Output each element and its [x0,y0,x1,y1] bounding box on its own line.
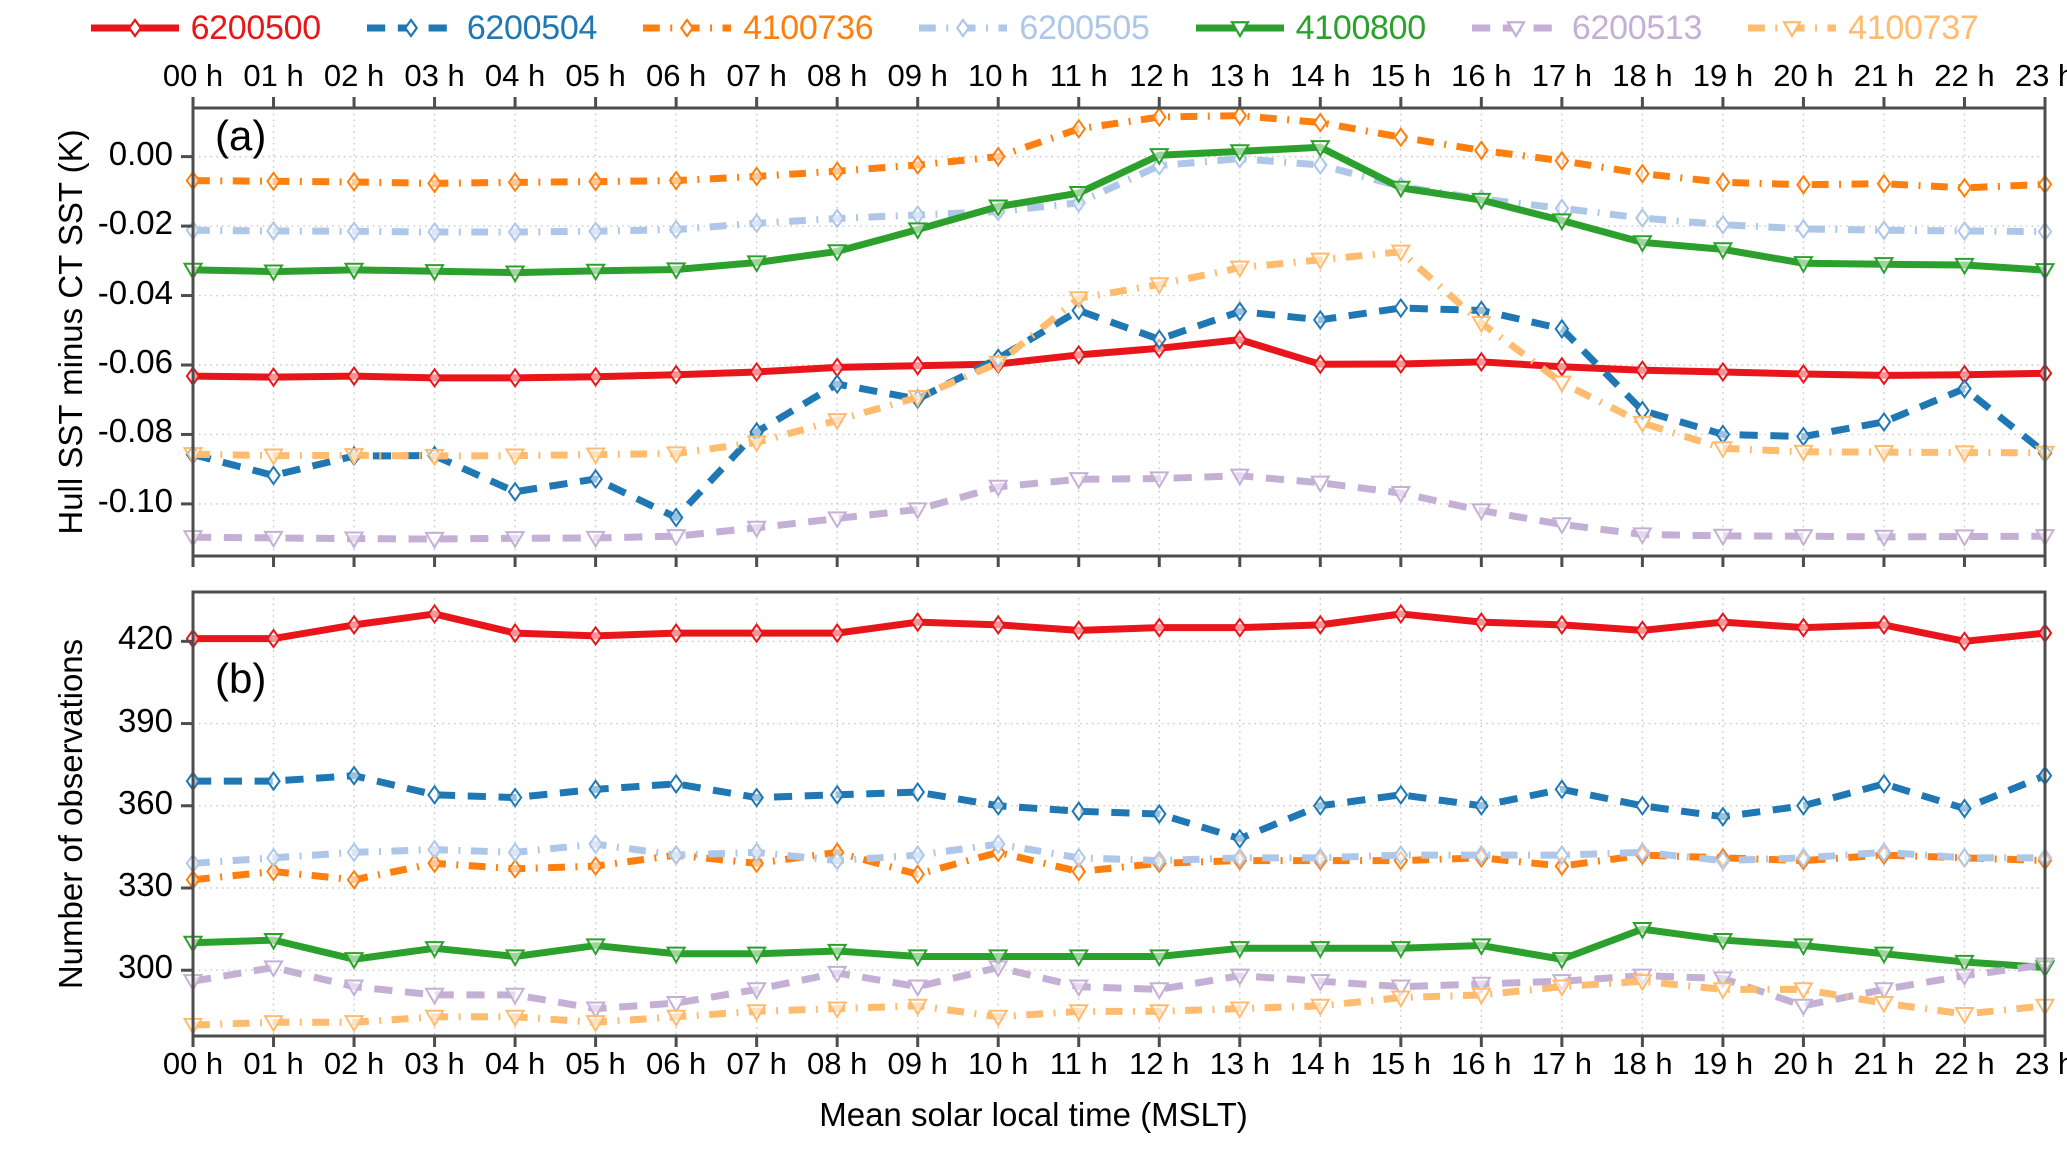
series-4100736 [185,842,2053,890]
x-tick-label: 14 h [1290,1046,1351,1081]
x-tick-label: 00 h [162,1046,224,1081]
y-tick-label: 330 [117,866,173,903]
x-tick-label: 13 h [1209,1046,1270,1081]
x-tick-label: 13 h [1209,58,1270,93]
x-tick-label: 22 h [1934,1046,1995,1081]
y-tick-label: 300 [117,948,173,986]
x-tick-label: 16 h [1451,1046,1512,1081]
x-tick-label: 09 h [887,1046,948,1081]
series-6200504 [185,765,2053,849]
x-tick-label: 18 h [1612,58,1673,93]
legend-swatch-6200513 [1470,15,1562,41]
legend-item-4100800[interactable]: 4100800 [1194,11,1426,45]
legend-label: 4100800 [1295,9,1427,47]
x-tick-label: 11 h [1049,58,1108,93]
legend-label: 4100736 [743,9,874,47]
x-tick-label: 08 h [807,58,868,93]
x-tick-label: 05 h [565,1046,626,1081]
legend-item-4100737[interactable]: 4100737 [1746,9,1979,47]
x-tick-label: 08 h [807,1046,868,1081]
x-tick-label: 18 h [1612,1046,1673,1081]
x-tick-label: 06 h [645,58,707,93]
x-tick-label: 04 h [484,58,546,93]
legend-item-6200513[interactable]: 6200513 [1470,11,1702,45]
legend-swatch-6200504 [365,15,457,41]
legend-swatch-6200500 [89,15,181,41]
x-tick-label: 15 h [1370,58,1431,93]
x-tick-label: 12 h [1129,58,1190,93]
series-6200500 [185,603,2053,652]
x-tick-label: 01 h [243,58,304,93]
legend-swatch-4100737 [1746,15,1838,41]
legend: 6200500 6200504 4100736 6200505 4100800 62005… [0,0,2067,56]
panel-tag: (b) [215,655,267,702]
x-tick-label: 23 h [2014,1046,2067,1081]
y-tick-label: 420 [117,619,173,657]
legend-item-6200500[interactable]: 6200500 [89,11,321,45]
series-6200513 [182,957,2056,1020]
x-tick-label: 17 h [1531,58,1593,93]
x-tick-label: 03 h [404,1046,465,1081]
y-tick-label: -0.04 [97,273,173,311]
x-tick-label: 02 h [323,58,385,93]
legend-item-6200505[interactable]: 6200505 [917,9,1150,47]
legend-label: 6200500 [190,9,322,47]
panel-tag: (a) [215,112,267,159]
legend-item-4100736[interactable]: 4100736 [641,9,874,47]
x-tick-label: 12 h [1129,1046,1190,1081]
y-tick-label: 360 [117,783,173,821]
x-tick-label: 17 h [1531,1046,1593,1081]
y-axis-label: Number of observations [52,638,89,990]
x-tick-label: 02 h [323,1046,385,1081]
x-tick-label: 01 h [243,1046,304,1081]
x-tick-label: 09 h [887,58,948,93]
x-tick-label: 16 h [1451,58,1512,93]
series-4100800 [182,921,2056,978]
x-tick-label: 21 h [1853,1046,1915,1081]
x-tick-label: 22 h [1934,58,1995,93]
x-tick-label: 00 h [162,58,224,93]
y-tick-label: -0.10 [97,481,173,519]
x-tick-label: 19 h [1692,1046,1754,1081]
legend-item-6200504[interactable]: 6200504 [365,11,597,45]
y-tick-label: 0.00 [108,134,173,172]
x-tick-label: 19 h [1692,58,1754,93]
y-tick-label: -0.08 [97,412,173,450]
x-tick-label: 06 h [645,1046,707,1081]
y-tick-label: -0.06 [97,342,173,380]
x-tick-label: 14 h [1290,58,1351,93]
legend-label: 6200504 [466,9,598,47]
x-tick-label: 20 h [1773,1046,1834,1081]
x-tick-label: 21 h [1853,58,1915,93]
legend-label: 6200513 [1571,9,1703,47]
legend-label: 6200505 [1019,9,1150,47]
legend-swatch-4100800 [1194,15,1286,41]
x-tick-label: 23 h [2014,58,2067,93]
x-tick-label: 03 h [404,58,465,93]
y-tick-label: -0.02 [97,204,173,242]
x-tick-label: 15 h [1370,1046,1431,1081]
x-tick-label: 11 h [1049,1046,1108,1081]
legend-swatch-4100736 [641,15,733,41]
x-tick-label: 10 h [968,1046,1029,1081]
x-tick-label: 10 h [968,58,1029,93]
x-axis-label: Mean solar local time (MSLT) [819,1096,1248,1133]
x-tick-label: 07 h [726,1046,787,1081]
y-tick-label: 390 [117,701,173,739]
x-tick-label: 05 h [565,58,626,93]
x-tick-label: 07 h [726,58,787,93]
legend-label: 4100737 [1848,9,1979,47]
series-4100737 [182,974,2056,1036]
legend-swatch-6200505 [917,15,1009,41]
series-6200505 [185,833,2053,874]
x-tick-label: 20 h [1773,58,1834,93]
x-tick-label: 04 h [484,1046,546,1081]
